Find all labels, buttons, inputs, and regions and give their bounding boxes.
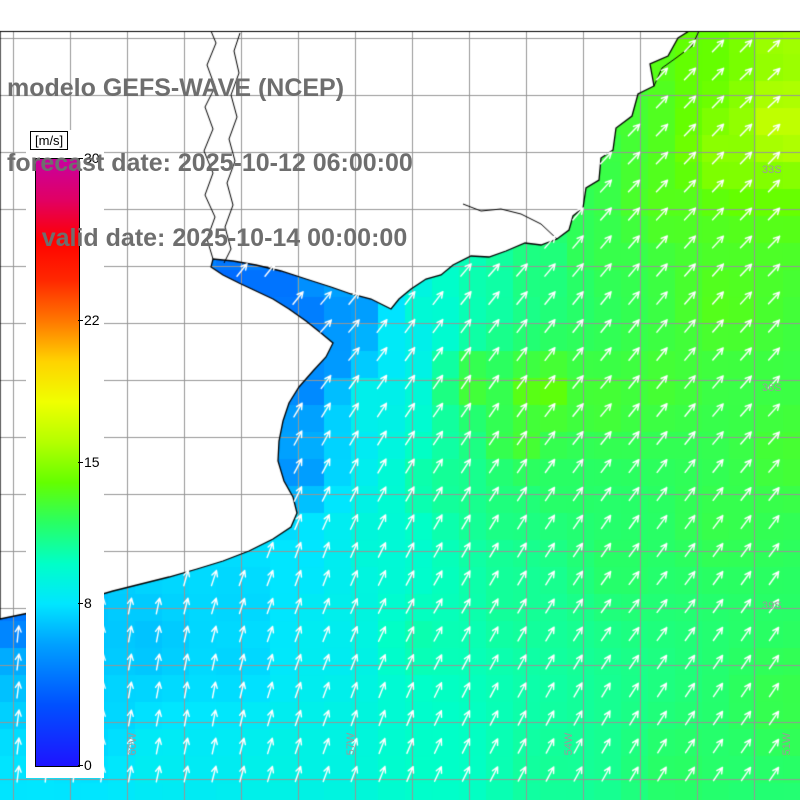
colorbar-tick-label: 15 — [84, 453, 100, 470]
colorbar-tick-mark — [78, 461, 83, 463]
forecast-date-line: forecast date: 2025-10-12 06:00:00 — [7, 149, 413, 177]
colorbar-tick-label: 0 — [84, 757, 92, 773]
colorbar-tick-mark — [78, 319, 83, 321]
colorbar-tick-mark — [78, 603, 83, 605]
model-title: modelo GEFS-WAVE (NCEP) — [7, 74, 345, 102]
longitude-label: 57W — [345, 732, 357, 756]
latitude-label: 33S — [762, 164, 782, 176]
colorbar-tick-label: 30 — [84, 150, 100, 166]
colorbar-tick-label: 22 — [84, 311, 100, 328]
colorbar-gradient — [35, 158, 80, 767]
colorbar-tick-mark — [78, 765, 83, 766]
colorbar-unit-label: [m/s] — [30, 131, 69, 150]
title-block: modelo GEFS-WAVE (NCEP) forecast date: 2… — [7, 26, 413, 301]
longitude-label: 54W — [563, 732, 575, 756]
colorbar-panel: [m/s] 30 22 15 8 0 — [26, 130, 104, 778]
colorbar-tick-label: 8 — [84, 595, 92, 612]
valid-date-line: valid date: 2025-10-14 00:00:00 — [7, 224, 408, 252]
latitude-label: 39S — [762, 600, 782, 612]
longitude-label: 60W — [127, 732, 139, 756]
latitude-label: 36S — [762, 382, 782, 394]
longitude-label: 51W — [781, 732, 793, 756]
colorbar-tick-mark — [78, 158, 83, 159]
